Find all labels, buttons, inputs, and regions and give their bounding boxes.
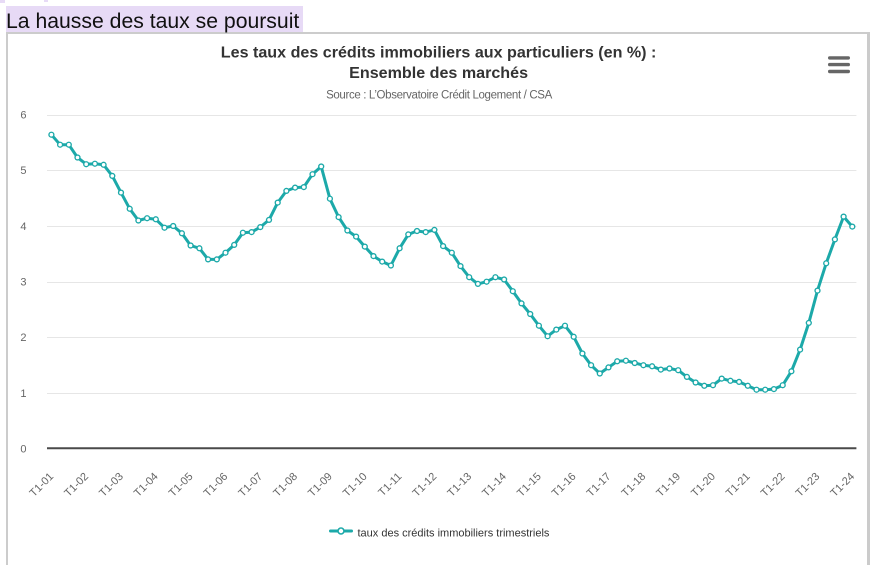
svg-text:T1-04: T1-04 [132, 471, 161, 500]
svg-text:T1-14: T1-14 [480, 471, 509, 500]
svg-text:T1-05: T1-05 [167, 471, 196, 500]
svg-text:T1-16: T1-16 [550, 471, 579, 500]
svg-text:2: 2 [20, 332, 26, 344]
svg-text:T1-21: T1-21 [724, 471, 753, 500]
svg-text:T1-01: T1-01 [27, 471, 56, 500]
svg-text:5: 5 [20, 165, 26, 177]
svg-text:T1-12: T1-12 [411, 471, 440, 500]
svg-text:T1-17: T1-17 [585, 471, 614, 500]
svg-text:T1-02: T1-02 [62, 471, 91, 500]
svg-text:6: 6 [20, 110, 26, 122]
svg-text:T1-06: T1-06 [202, 471, 231, 500]
svg-text:Les taux des crédits immobilie: Les taux des crédits immobiliers aux par… [221, 44, 657, 62]
svg-text:T1-10: T1-10 [341, 471, 370, 500]
svg-text:T1-11: T1-11 [376, 471, 404, 499]
svg-text:T1-08: T1-08 [271, 471, 300, 500]
svg-text:0: 0 [20, 444, 26, 456]
svg-text:1: 1 [20, 388, 26, 400]
svg-text:T1-18: T1-18 [619, 471, 648, 500]
svg-text:T1-03: T1-03 [97, 471, 126, 500]
svg-text:T1-13: T1-13 [445, 471, 474, 500]
svg-text:Ensemble des marchés: Ensemble des marchés [349, 64, 528, 82]
svg-text:T1-15: T1-15 [515, 471, 544, 500]
svg-text:T1-22: T1-22 [759, 471, 788, 500]
svg-text:T1-19: T1-19 [654, 471, 683, 500]
svg-text:T1-07: T1-07 [236, 471, 265, 500]
svg-text:taux des crédits immobiliers t: taux des crédits immobiliers trimestriel… [358, 528, 550, 540]
svg-text:3: 3 [20, 277, 26, 289]
svg-text:4: 4 [20, 221, 26, 233]
svg-text:Source : L’Observatoire Crédit: Source : L’Observatoire Crédit Logement … [326, 90, 553, 102]
svg-text:T1-23: T1-23 [794, 471, 823, 500]
svg-text:T1-09: T1-09 [306, 471, 335, 500]
svg-text:T1-24: T1-24 [828, 471, 857, 500]
svg-text:T1-20: T1-20 [689, 471, 718, 500]
